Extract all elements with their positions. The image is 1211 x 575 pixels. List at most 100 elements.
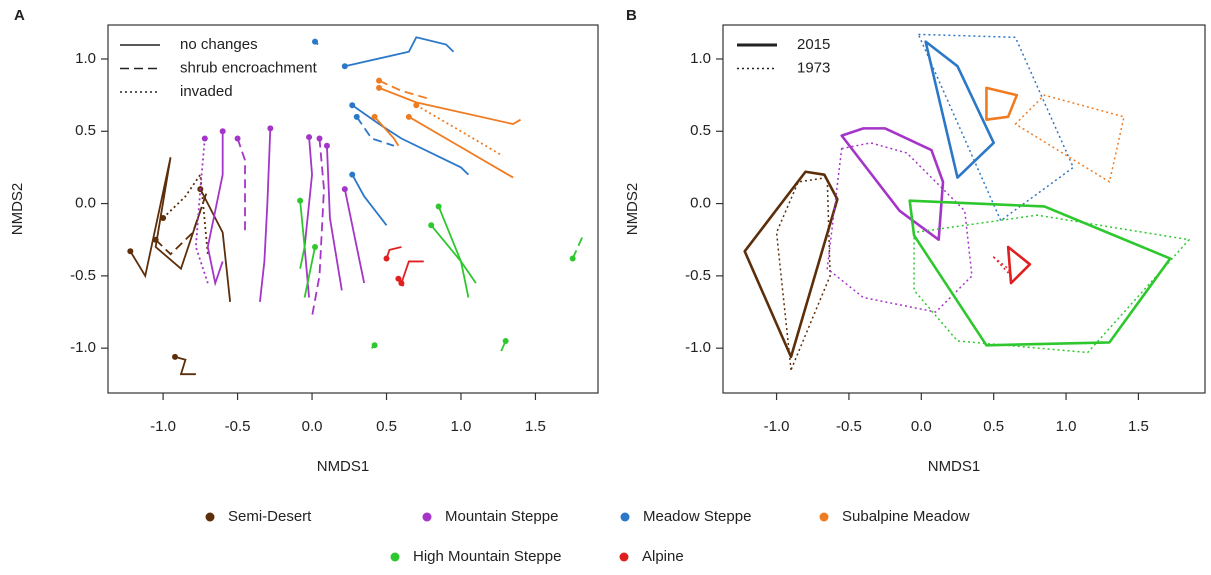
y-axis-title: NMDS2 <box>9 183 26 236</box>
x-axis-title: NMDS1 <box>317 458 370 475</box>
start-point <box>234 135 241 142</box>
trajectory <box>129 157 202 279</box>
x-tick-label: 1.5 <box>525 418 546 435</box>
start-point <box>371 113 378 120</box>
start-point <box>413 102 420 109</box>
trajectory <box>378 87 522 126</box>
legend-marker <box>620 512 630 522</box>
x-tick-label: -0.5 <box>225 418 251 435</box>
y-tick-label: 1.0 <box>690 50 711 67</box>
x-tick-label: -1.0 <box>764 418 790 435</box>
start-point <box>323 142 330 149</box>
trajectory <box>351 104 470 176</box>
trajectory <box>155 188 209 256</box>
y-tick-label: -1.0 <box>685 339 711 356</box>
legend-label: 1973 <box>797 59 830 76</box>
legend-label: Semi-Desert <box>228 508 312 525</box>
x-tick-label: 0.0 <box>302 418 323 435</box>
legend-label: Mountain Steppe <box>445 508 558 525</box>
start-point <box>219 128 226 135</box>
hull <box>1006 245 1032 285</box>
y-tick-label: 0.5 <box>690 122 711 139</box>
hull <box>840 127 945 242</box>
start-point <box>569 255 576 262</box>
legend-label: Subalpine Meadow <box>842 508 970 525</box>
trajectory <box>400 260 424 284</box>
x-tick-label: 0.0 <box>911 418 932 435</box>
y-tick-label: 1.0 <box>75 50 96 67</box>
legend-label: 2015 <box>797 36 830 53</box>
y-tick-label: 0.0 <box>75 195 96 212</box>
trajectory <box>344 36 455 68</box>
start-point <box>428 222 435 229</box>
x-tick-label: 0.5 <box>983 418 1004 435</box>
start-point <box>312 38 319 45</box>
trajectory <box>303 246 316 298</box>
trajectory <box>194 138 209 284</box>
y-tick-label: 0.0 <box>690 195 711 212</box>
start-point <box>127 248 134 255</box>
start-point <box>376 77 383 84</box>
trajectory <box>236 138 246 233</box>
legend-label: shrub encroachment <box>180 59 318 76</box>
hull <box>924 40 995 179</box>
x-axis-title: NMDS1 <box>928 458 981 475</box>
trajectory <box>373 116 400 147</box>
trajectory <box>385 246 402 259</box>
start-point <box>376 84 383 91</box>
y-tick-label: -0.5 <box>685 267 711 284</box>
start-point <box>502 337 509 344</box>
start-point <box>353 113 360 120</box>
x-tick-label: -1.0 <box>150 418 176 435</box>
trajectory <box>303 136 313 298</box>
legend-marker <box>205 512 215 522</box>
trajectory <box>162 172 209 255</box>
start-point <box>312 243 319 250</box>
hull <box>917 33 1075 222</box>
start-point <box>395 275 402 282</box>
start-point <box>341 63 348 70</box>
trajectory <box>343 188 366 284</box>
hull <box>1014 94 1125 183</box>
x-tick-label: 1.5 <box>1128 418 1149 435</box>
x-tick-label: 1.0 <box>1056 418 1077 435</box>
hull <box>743 170 839 359</box>
start-point <box>160 215 167 222</box>
start-point <box>383 255 390 262</box>
plot-frame <box>722 24 1206 394</box>
start-point <box>405 113 412 120</box>
start-point <box>172 353 179 360</box>
legend-marker <box>619 552 629 562</box>
hull <box>985 86 1019 122</box>
trajectory <box>299 200 306 269</box>
x-tick-label: 0.5 <box>376 418 397 435</box>
legend-label: High Mountain Steppe <box>413 548 561 565</box>
x-tick-label: -0.5 <box>836 418 862 435</box>
start-point <box>306 134 313 141</box>
legend-label: invaded <box>180 83 233 100</box>
legend-marker <box>819 512 829 522</box>
trajectory <box>378 79 432 101</box>
legend-marker <box>422 512 432 522</box>
trajectory <box>571 235 584 259</box>
legend-marker <box>390 552 400 562</box>
legend-label: no changes <box>180 36 258 53</box>
y-tick-label: -1.0 <box>70 339 96 356</box>
start-point <box>267 125 274 132</box>
trajectory <box>311 138 325 317</box>
start-point <box>152 236 159 243</box>
y-tick-label: 0.5 <box>75 122 96 139</box>
trajectory <box>206 131 224 287</box>
panel-label: B <box>626 7 637 24</box>
trajectory <box>199 188 232 302</box>
start-point <box>316 135 323 142</box>
start-point <box>349 102 356 109</box>
start-point <box>201 135 208 142</box>
hull <box>775 176 831 371</box>
trajectory <box>351 174 388 226</box>
trajectory <box>415 104 504 157</box>
start-point <box>435 203 442 210</box>
hull <box>908 199 1172 347</box>
y-tick-label: -0.5 <box>70 267 96 284</box>
y-axis-title: NMDS2 <box>624 183 641 236</box>
